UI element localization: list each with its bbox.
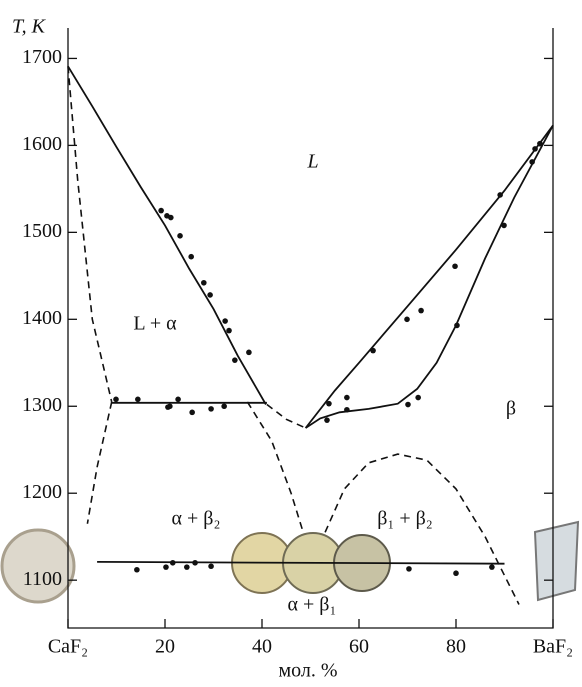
data-point [532, 146, 538, 152]
y-tick-label: 1300 [22, 394, 62, 416]
y-tick-label: 1100 [23, 568, 62, 590]
region-label: L [306, 151, 318, 173]
data-point [344, 407, 350, 413]
data-point [415, 395, 421, 401]
data-point [232, 357, 238, 363]
x-tick-label: 60 [349, 636, 369, 658]
y-tick-label: 1200 [22, 481, 62, 503]
phase-boundary [306, 125, 553, 428]
data-point [208, 563, 214, 569]
data-point [177, 233, 183, 239]
data-point [489, 564, 495, 570]
data-point [184, 564, 190, 570]
x-tick-label: 20 [155, 636, 175, 658]
data-point [537, 141, 543, 147]
data-point [134, 567, 140, 573]
phase-boundary [247, 402, 303, 532]
data-point [189, 410, 195, 416]
data-point [370, 348, 376, 354]
x-tick-label: 40 [252, 636, 272, 658]
data-point [113, 397, 119, 403]
region-label: β₁ + β₂ [377, 508, 433, 530]
data-point [170, 560, 176, 566]
data-point [453, 570, 459, 576]
data-point [207, 292, 213, 298]
data-point [168, 215, 174, 221]
data-point [222, 318, 228, 324]
data-point [246, 350, 252, 356]
data-point [188, 254, 194, 260]
y-tick-label: 1400 [22, 307, 62, 329]
data-point [405, 402, 411, 408]
phase-boundary [87, 402, 111, 524]
data-point [501, 223, 507, 229]
data-point [158, 208, 164, 214]
data-point [326, 401, 332, 407]
data-point [163, 564, 169, 570]
data-point [201, 280, 207, 286]
data-point [135, 397, 141, 403]
data-point [529, 159, 535, 165]
data-point [497, 192, 503, 198]
data-point [221, 403, 227, 409]
region-label: β [506, 398, 516, 420]
data-point [418, 308, 424, 314]
region-label: α + β₁ [288, 594, 337, 616]
phase-boundary [267, 405, 306, 429]
data-point [406, 566, 412, 572]
data-point [226, 328, 232, 334]
x-tick-label: BaF₂ [533, 636, 573, 658]
data-point [192, 560, 198, 566]
y-axis-label: T, K [12, 16, 47, 38]
y-tick-label: 1700 [22, 46, 62, 68]
phase-boundary [68, 66, 266, 404]
x-tick-label: CaF₂ [48, 636, 88, 658]
data-point [175, 397, 181, 403]
data-point [454, 323, 460, 329]
data-point [404, 317, 410, 323]
region-label: α + β₂ [172, 508, 221, 530]
phase-boundary [97, 562, 504, 564]
data-point [324, 417, 330, 423]
data-point [452, 263, 458, 269]
y-tick-label: 1600 [22, 133, 62, 155]
data-point [344, 395, 350, 401]
x-tick-label: 80 [446, 636, 466, 658]
phase-boundary [68, 66, 112, 402]
data-point [165, 404, 171, 410]
data-point [208, 406, 214, 412]
region-label: L + α [133, 313, 177, 335]
y-tick-label: 1500 [22, 220, 62, 242]
chart: T, K мол. % 1100 1200 1300 1400 1500 1600 1700… [0, 0, 582, 687]
x-axis-label: мол. % [278, 660, 337, 682]
